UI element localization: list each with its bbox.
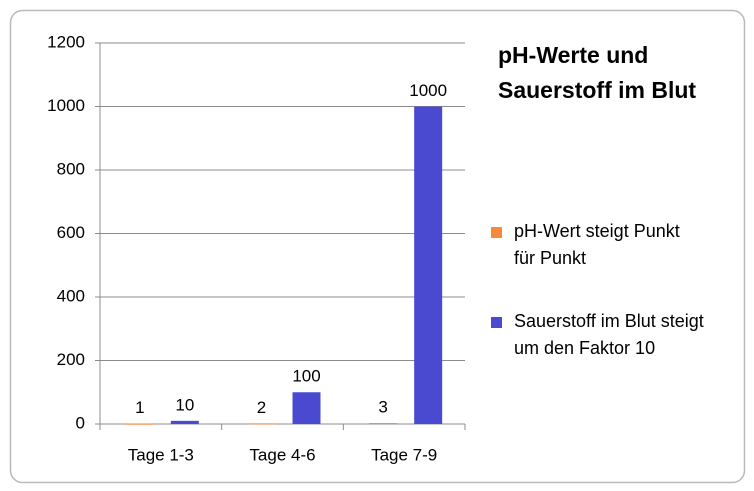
bar [170, 420, 199, 424]
y-tick-label: 1000 [47, 96, 85, 115]
data-label: 1 [135, 398, 144, 417]
y-tick-label: 200 [57, 350, 85, 369]
bar [414, 106, 443, 424]
data-label: 10 [175, 395, 194, 414]
bar [247, 423, 276, 425]
data-label: 3 [378, 398, 387, 417]
legend-entry: pH-Wert steigt Punkt für Punkt [491, 218, 699, 272]
bar [369, 423, 398, 425]
chart-title: pH-Werte und Sauerstoff im Blut [498, 42, 697, 103]
bar [292, 392, 321, 424]
data-label: 2 [257, 398, 266, 417]
legend-swatch [491, 317, 502, 328]
y-tick-label: 1200 [47, 32, 85, 51]
x-tick-label: Tage 1-3 [128, 445, 194, 464]
data-label: 100 [292, 367, 320, 386]
x-tick-label: Tage 7-9 [371, 445, 437, 464]
chart-frame [9, 9, 746, 484]
legend-label: Sauerstoff im Blut steigt um den Faktor … [514, 311, 704, 358]
bar [125, 423, 154, 425]
legend-entry: Sauerstoff im Blut steigt um den Faktor … [491, 308, 729, 362]
x-tick-label: Tage 4-6 [249, 445, 315, 464]
data-label: 1000 [409, 81, 447, 100]
y-tick-label: 800 [57, 159, 85, 178]
legend-label: pH-Wert steigt Punkt für Punkt [514, 221, 680, 268]
y-tick-label: 400 [57, 286, 85, 305]
y-tick-label: 600 [57, 223, 85, 242]
y-tick-label: 0 [76, 413, 85, 432]
legend-swatch [491, 227, 502, 238]
